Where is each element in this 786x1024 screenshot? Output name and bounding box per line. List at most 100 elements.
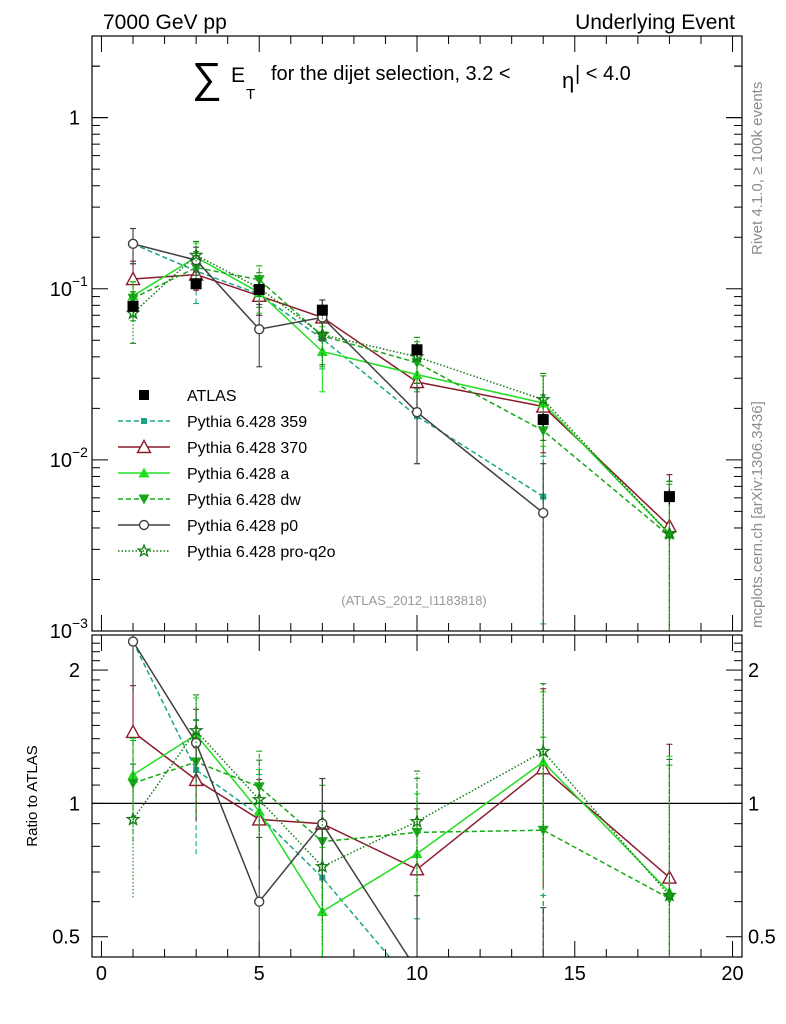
ratio-point-pq2o (535, 743, 551, 758)
ratio-point-pq2o (125, 811, 141, 826)
ratio-point-pq2o (409, 813, 425, 828)
ratio-ytick-label-right: 1 (748, 793, 759, 815)
legend-entry-ATLAS: ATLAS (139, 388, 237, 405)
header-right: Underlying Event (575, 11, 735, 34)
plot-title: ∑ E T for the dijet selection, 3.2 < η |… (192, 54, 631, 103)
series-line-pp0 (132, 243, 544, 514)
main-ytick-label: 10 (50, 450, 72, 472)
legend-marker-pq2o (136, 543, 152, 558)
legend-entry-pq2o: Pythia 6.428 pro-q2o (118, 543, 336, 561)
data-point (537, 414, 549, 426)
ratio-ylabel: Ratio to ATLAS (24, 745, 41, 846)
legend-label-pa: Pythia 6.428 a (187, 466, 289, 483)
legend-marker-p370 (136, 439, 152, 454)
ratio-series-layer (125, 635, 678, 1003)
ratio-series-pdw (127, 720, 675, 957)
ratio-series-pq2o (125, 683, 677, 957)
ratio-series-pp0 (127, 635, 547, 957)
ratio-point-pp0 (254, 896, 265, 907)
point-pq2o (661, 525, 677, 541)
main-ytick-label: 10 (50, 621, 72, 643)
title-sum-symbol: ∑ (192, 54, 222, 101)
legend-entry-pp0: Pythia 6.428 p0 (118, 518, 298, 535)
legend-marker-pa (138, 467, 150, 478)
legend-marker-pp0 (138, 519, 150, 531)
title-end: | < 4.0 (575, 63, 631, 85)
ratio-point-pdw (537, 825, 549, 836)
xtick-label: 5 (254, 963, 265, 985)
mcplots-label: mcplots.cern.ch [arXiv:1306.3436] (749, 401, 766, 628)
main-series-layer (125, 227, 678, 631)
main-ytick-label: 1 (69, 108, 80, 130)
legend-label-pq2o: Pythia 6.428 pro-q2o (187, 544, 336, 561)
ratio-point-pdw (253, 782, 265, 793)
ratio-ytick-label-right: 2 (748, 660, 759, 682)
legend-marker-pdw (138, 494, 150, 505)
ratio-series-p359 (130, 635, 547, 1003)
point-pa (316, 345, 328, 356)
legend: ATLAS Pythia 6.428 359 Pythia 6.428 370 Pyt… (118, 388, 336, 561)
ratio-ytick-label: 0.5 (52, 927, 80, 949)
ratio-frame (91, 634, 743, 958)
ratio-point-pq2o (251, 791, 267, 806)
series-line-pq2o (132, 254, 670, 535)
ratio-point-p370 (125, 723, 141, 739)
ratio-point-pp0 (127, 636, 139, 647)
analysis-id: (ATLAS_2012_I1183818) (341, 593, 487, 608)
data-point (411, 344, 423, 356)
main-ytick-exponent: −3 (72, 615, 88, 631)
title-subscript: T (246, 86, 255, 103)
legend-label-p370: Pythia 6.428 370 (187, 440, 307, 457)
series-ATLAS (127, 278, 675, 505)
ratio-series-p370 (125, 685, 678, 957)
ratio-line-pp0 (132, 641, 410, 957)
ratio-point-pdw (127, 778, 139, 789)
data-point (190, 278, 202, 290)
ratio-line-pa (132, 733, 670, 913)
point-pp0 (127, 238, 139, 250)
ratio-point-pq2o (661, 887, 677, 902)
title-eta: η (562, 68, 574, 93)
data-point (127, 300, 139, 312)
main-ytick-exponent: −2 (72, 444, 88, 460)
main-axis-ticks: 110−110−210−3 (50, 35, 742, 643)
main-frame (91, 35, 743, 632)
ratio-point-pq2o (188, 722, 204, 737)
header-left: 7000 GeV pp (103, 11, 227, 34)
legend-marker-ATLAS (139, 390, 149, 400)
point-pq2o (535, 391, 551, 407)
data-point (316, 304, 328, 316)
ratio-point-p359 (414, 987, 420, 993)
xtick-label: 15 (564, 963, 586, 985)
ratio-point-p359 (540, 997, 546, 1003)
point-pp0 (538, 507, 549, 519)
legend-label-pdw: Pythia 6.428 dw (187, 492, 301, 509)
title-text: for the dijet selection, 3.2 < (271, 63, 511, 85)
ratio-ytick-label: 2 (69, 660, 80, 682)
point-pq2o (314, 326, 330, 341)
point-pdw (537, 426, 549, 437)
ratio-point-pa (411, 848, 423, 859)
legend-entry-pa: Pythia 6.428 a (118, 466, 289, 483)
ratio-line-p359 (132, 641, 391, 957)
data-point (663, 491, 675, 503)
ratio-point-pp0 (317, 818, 328, 829)
point-pq2o (188, 247, 204, 262)
point-pp0 (254, 324, 265, 335)
legend-label-ATLAS: ATLAS (187, 388, 237, 405)
ratio-ytick-label: 1 (69, 793, 80, 815)
main-ytick-exponent: −1 (72, 273, 88, 289)
xtick-label: 20 (721, 963, 743, 985)
title-e: E (231, 64, 245, 87)
legend-entry-p359: Pythia 6.428 359 (118, 414, 307, 431)
ratio-point-pq2o (314, 858, 330, 873)
xtick-label: 0 (96, 963, 107, 985)
series-pp0 (127, 227, 549, 631)
xtick-label: 10 (406, 963, 428, 985)
point-pp0 (411, 406, 423, 418)
legend-marker-p359 (141, 418, 147, 424)
legend-entry-pdw: Pythia 6.428 dw (118, 492, 301, 509)
ratio-series-pa (127, 691, 675, 957)
ratio-ytick-label-right: 0.5 (748, 927, 776, 949)
